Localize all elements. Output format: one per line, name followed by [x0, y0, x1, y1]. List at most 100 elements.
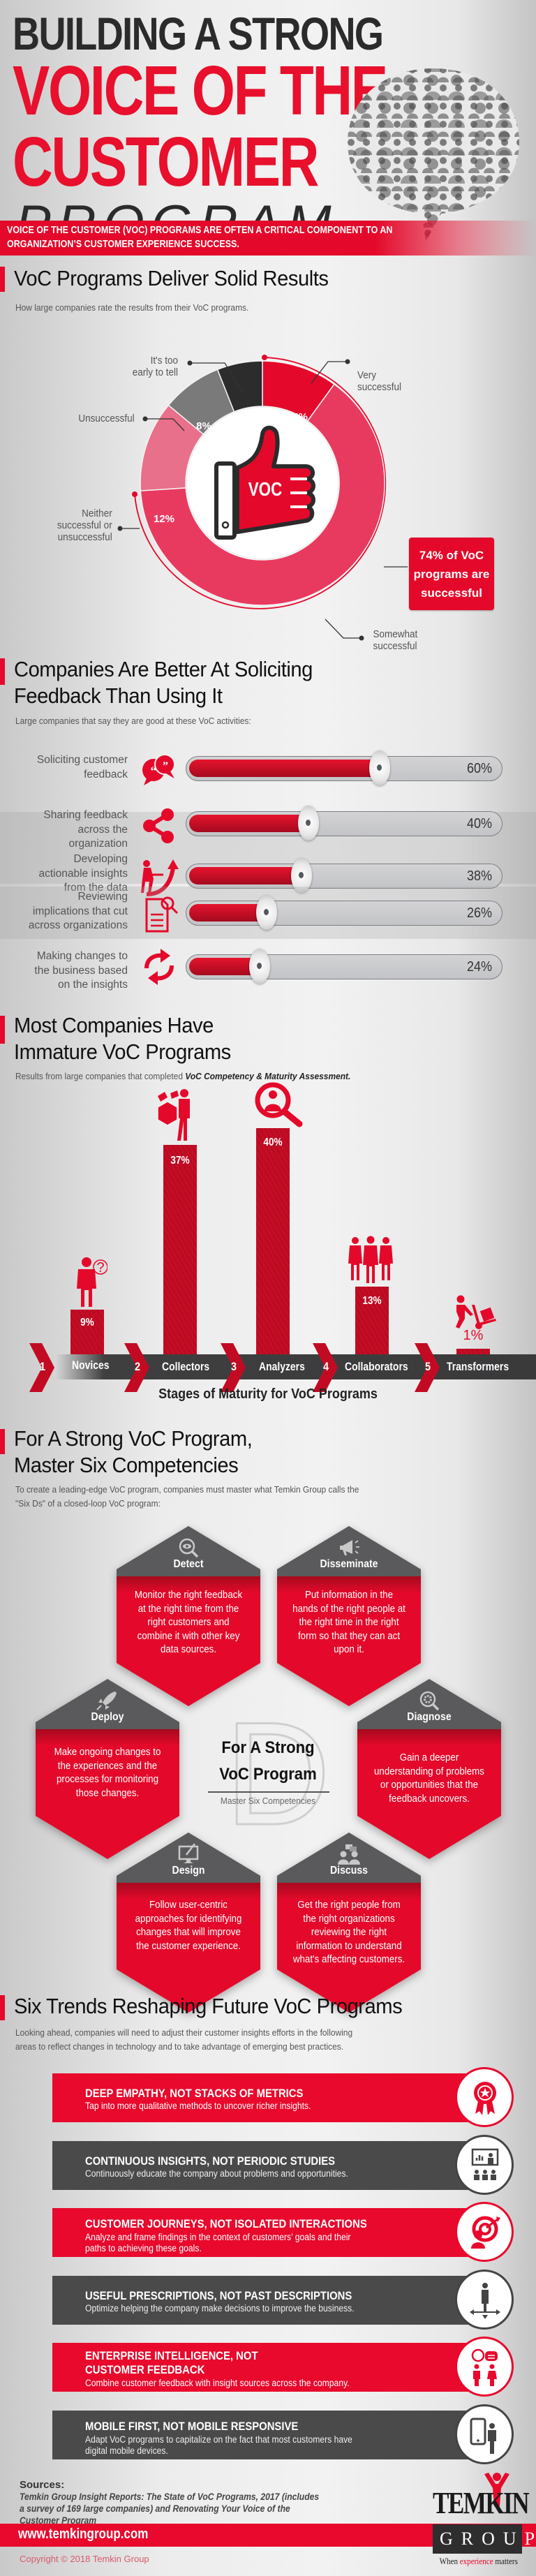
svg-text:?: ? [96, 1260, 104, 1275]
svg-text:64%: 64% [287, 411, 308, 423]
stage-1-chevron-icon [29, 1343, 54, 1392]
logo-tagline: When experience matters [439, 2556, 518, 2566]
stage-number: 5 [424, 1360, 431, 1373]
hex-diagnose: Diagnose Gain a deeper understanding of … [357, 1679, 501, 1859]
activity-row: Making changes to the business based on th… [0, 939, 536, 995]
progress-fill [189, 760, 378, 777]
stage-name-collectors: Collectors [162, 1360, 210, 1373]
temkin-group-logo: TEMKIN GROUP When experience matters [433, 2471, 535, 2573]
trend-icon-circle [455, 2135, 514, 2195]
stage-name-novices: Novices [72, 1359, 110, 1372]
slider-knob [249, 949, 270, 984]
hex-deploy: Deploy Make ongoing changes to the exper… [36, 1679, 179, 1859]
hero-title-line1: BUILDING A STRONG [13, 8, 384, 59]
hex-disseminate: Disseminate Put information in the hands… [277, 1526, 421, 1706]
speech-quote-icon: “ ” [142, 754, 175, 785]
section5-title: Six Trends Reshaping Future VoC Programs [14, 1994, 403, 2018]
label-somewhat-successful: Somewhat successful [373, 628, 418, 652]
website-link[interactable]: www.temkingroup.com [18, 2526, 149, 2542]
slice-too-early [216, 360, 263, 413]
stage-number: 3 [230, 1360, 237, 1373]
sources-label: Sources: [20, 2479, 65, 2491]
section4-title-line1: For A Strong VoC Program, [14, 1426, 253, 1451]
section2-subtitle: Large companies that say they are good a… [15, 716, 251, 726]
monitor-pen-icon [178, 1844, 199, 1863]
thumbs-up-voc-icon [214, 425, 315, 540]
confused-person-icon: ? [77, 1257, 107, 1307]
slice-somewhat-successful [140, 383, 385, 606]
progress-fill [189, 815, 306, 832]
section3-subtitle: Results from large companies that comple… [15, 1071, 351, 1081]
people-conversation-icon [471, 2348, 498, 2386]
person-carrying-boxes-icon [157, 1089, 190, 1141]
maturity-axis-title: Stages of Maturity for VoC Programs [158, 1386, 378, 1402]
section4-intro-line1: To create a leading-edge VoC program, co… [15, 1484, 359, 1495]
trend-card: CUSTOMER JOURNEYS, NOT ISOLATED INTERACT… [52, 2202, 514, 2262]
activity-percent: 26% [466, 905, 492, 921]
center-d-letter: D [224, 1692, 332, 1856]
section1-subtitle: How large companies rate the results fro… [15, 302, 249, 313]
stage-name-collaborators: Collaborators [345, 1360, 408, 1373]
person-pulling-arrow-icon [141, 859, 179, 896]
label-very-successful: Very successful [357, 369, 402, 393]
trend-card: MOBILE FIRST, NOT MOBILE RESPONSIVE Adap… [52, 2404, 514, 2464]
svg-text:12%: 12% [154, 513, 174, 525]
section3-title-line1: Most Companies Have [14, 1013, 214, 1037]
activity-row: Developing actionable insights from the da… [0, 834, 536, 901]
rocket-icon [96, 1692, 117, 1710]
trend-icon-circle [455, 2270, 514, 2330]
trend-icon-circle [455, 2404, 514, 2464]
stage-name-transformers: Transformers [447, 1360, 509, 1373]
section5-intro-line1: Looking ahead, companies will need to ad… [15, 2027, 353, 2038]
svg-text:8%: 8% [196, 420, 211, 432]
label-unsuccessful: Unsuccessful [78, 413, 135, 424]
trend-card: USEFUL PRESCRIPTIONS, NOT PAST DESCRIPTI… [52, 2270, 514, 2330]
hero-title-line3: CUSTOMER [13, 123, 320, 201]
hex-detect: Detect Monitor the right feedback at the… [117, 1526, 260, 1706]
svg-text:“: “ [151, 764, 157, 778]
bar-analyzers: 40% [256, 1128, 290, 1354]
banner-line-2: organization’s customer experience succe… [7, 239, 239, 250]
section-marker [0, 1995, 5, 2020]
speech-bubble-crowd-icon [348, 68, 519, 242]
document-search-icon [145, 896, 179, 933]
activity-label: Developing actionable insights from the da… [38, 853, 128, 894]
stage-number: 1 [39, 1360, 46, 1373]
section-marker [0, 1429, 5, 1454]
trend-card: CONTINUOUS INSIGHTS, NOT PERIODIC STUDIE… [52, 2135, 514, 2195]
progress-fill [189, 904, 265, 921]
intro-banner: Voice of the customer (VoC) programs are… [0, 221, 536, 256]
logo-wordmark: TEMKIN [433, 2486, 530, 2520]
progress-track: 38% [186, 858, 502, 893]
activity-label: Sharing feedback across the organization [43, 809, 128, 850]
trend-card: DEEP EMPATHY, NOT STACKS OF METRICS Tap … [52, 2067, 514, 2127]
section1-title: VoC Programs Deliver Solid Results [14, 266, 329, 290]
donut-chart: VOC 10% 64% 12% 8% 6% [117, 355, 408, 641]
stage-2-chevron-icon [124, 1343, 149, 1392]
magnifier-person-icon [255, 1082, 303, 1127]
people-chat-icon [338, 1844, 360, 1865]
bar-collaborators: 13% [355, 1287, 389, 1354]
section-marker [0, 658, 5, 685]
activity-row: Reviewing implications that cut across org… [0, 887, 536, 939]
slider-knob [256, 895, 277, 930]
activity-row: Soliciting customer feedback “ ” 60% [0, 736, 536, 812]
slider-knob [291, 858, 312, 893]
section5-intro-line2: areas to reflect changes in technology a… [15, 2041, 344, 2052]
raised-arms-person-icon [484, 2473, 509, 2506]
trend-icon-circle [455, 2337, 514, 2397]
trend-card: ENTERPRISE INTELLIGENCE, NOT CUSTOMER FE… [52, 2337, 514, 2397]
megaphone-icon [340, 1540, 359, 1555]
sources-text: Temkin Group Insight Reports: The State … [20, 2492, 320, 2526]
progress-fill [189, 867, 299, 884]
person-smartphone-icon [470, 2418, 496, 2454]
group-of-people-icon [348, 1236, 393, 1283]
copyright-text: Copyright © 2018 Temkin Group [20, 2554, 149, 2564]
bar-collectors: 37% [163, 1145, 197, 1354]
center-subtitle: Master Six Competencies [220, 1796, 316, 1806]
stage-name-analyzers: Analyzers [259, 1360, 305, 1373]
progress-track: 24% [186, 949, 502, 984]
hero-title-line2: VOICE OF THE [13, 52, 388, 130]
section2-title-line2: Feedback Than Using It [14, 683, 223, 708]
success-callout: 74% of VoC programs are successful [409, 538, 494, 610]
